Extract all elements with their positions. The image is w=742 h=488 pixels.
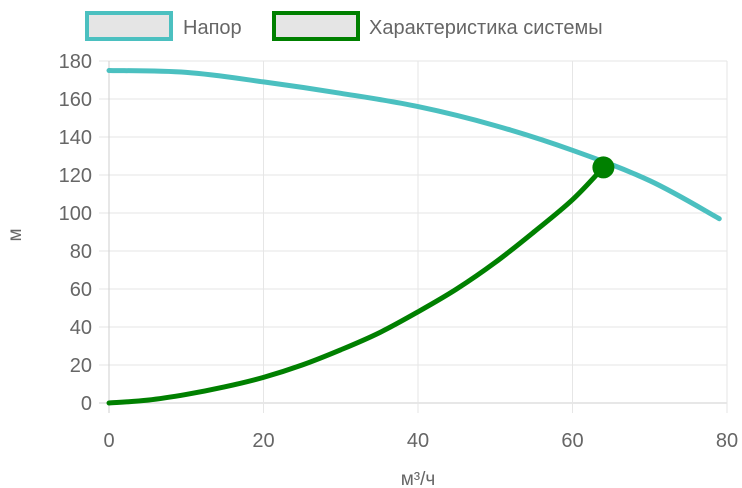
y-tick-label: 120	[59, 165, 92, 187]
legend-swatch	[272, 11, 360, 41]
y-tick-label: 20	[70, 355, 92, 377]
system-curve-line	[106, 164, 606, 406]
head-curve-line	[106, 68, 722, 222]
y-tick-label: 180	[59, 51, 92, 73]
legend-item-system[interactable]: Характеристика системы	[272, 11, 603, 41]
y-axis-title: м	[5, 228, 26, 241]
grid	[99, 60, 728, 413]
x-tick-label: 40	[407, 430, 429, 452]
x-tick-label: 20	[252, 430, 274, 452]
x-tick-label: 80	[716, 430, 738, 452]
y-tick-label: 160	[59, 89, 92, 111]
x-axis-ticks: 0 20 40 60 80	[103, 430, 738, 452]
legend-item-head[interactable]: Напор	[85, 11, 242, 41]
y-tick-label: 140	[59, 127, 92, 149]
y-tick-label: 60	[70, 279, 92, 301]
legend-label: Характеристика системы	[369, 17, 603, 39]
y-axis-ticks: 0 20 40 60 80 100 120 140 160 180	[59, 51, 92, 415]
operating-point-marker	[592, 156, 615, 179]
legend: Напор Характеристика системы	[85, 11, 603, 41]
x-axis-title: м³/ч	[401, 469, 436, 488]
y-tick-label: 0	[81, 393, 92, 415]
x-tick-label: 0	[103, 430, 114, 452]
y-tick-label: 40	[70, 317, 92, 339]
y-tick-label: 80	[70, 241, 92, 263]
y-tick-label: 100	[59, 203, 92, 225]
series-layer	[106, 68, 722, 406]
legend-swatch	[85, 11, 173, 41]
legend-label: Напор	[183, 17, 242, 39]
x-tick-label: 60	[561, 430, 583, 452]
